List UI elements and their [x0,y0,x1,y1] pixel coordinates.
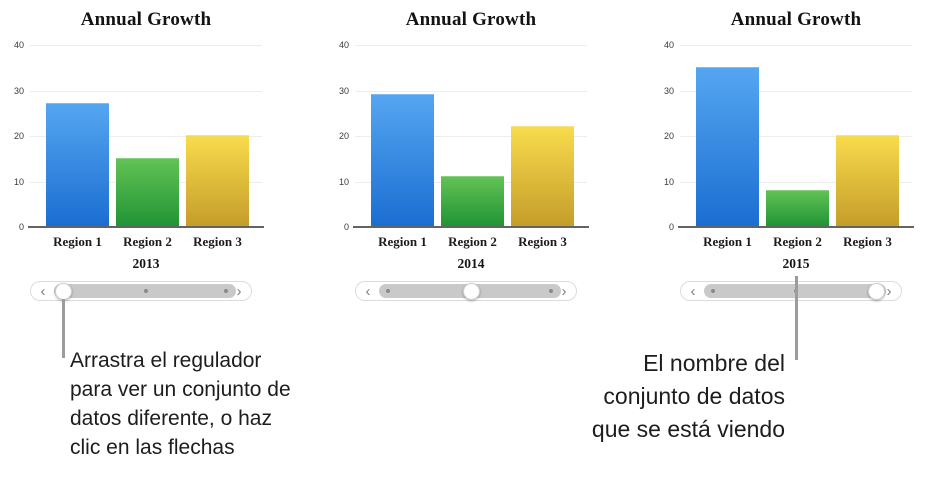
chevron-right-icon: › [561,282,567,300]
gridline [355,45,587,46]
slider-position-dot [549,289,553,293]
y-axis-tick-label: 20 [663,131,674,141]
y-axis-tick-label: 40 [663,40,674,50]
callout-text-line: datos diferente, o haz [70,407,272,430]
chevron-left-icon: ‹ [40,282,46,300]
chart-panel: Annual Growth 0 10 20 30 40 Region 1 Region 2 Re… [0,0,292,312]
x-axis-category-label: Region 3 [518,234,567,249]
y-axis-tick-label: 30 [13,85,24,96]
x-axis-category-label: Region 1 [53,234,102,249]
gridline [355,90,587,92]
callout-text-line: conjunto de datos [603,383,785,409]
y-axis-tick-label: 10 [663,176,674,187]
chart-panel: Annual Growth 0 10 20 30 40 Region 1 Region 2 Re… [325,0,617,312]
y-axis-tick-label: 0 [668,222,674,232]
x-axis-baseline [678,226,914,228]
bar-region-1[interactable] [46,103,109,226]
gridline [30,90,262,92]
plot-area [353,45,589,228]
dataset-name-label: 2014 [457,256,485,271]
callout-text-line: Arrastra el regulador [70,349,262,372]
x-axis-category-label: Region 3 [193,234,242,249]
slider-callout-connector-line [61,299,65,358]
dataset-callout-text: El nombre del conjunto de datos que se e… [535,347,785,446]
x-axis-category-label: Region 2 [448,234,497,249]
slider-thumb[interactable] [462,282,480,300]
y-axis-tick-label: 40 [338,40,349,50]
y-axis-tick-label: 10 [338,176,349,187]
slider-thumb[interactable] [867,282,885,300]
callout-text-line: El nombre del [643,350,785,376]
y-axis-tick-label: 40 [13,40,24,50]
slider-thumb[interactable] [54,282,72,300]
x-axis-category-label: Region 2 [123,234,172,249]
slider-prev-button[interactable]: ‹ [32,282,54,300]
x-axis-baseline [28,226,264,228]
x-axis-category-label: Region 1 [703,234,752,249]
dataset-slider[interactable]: ‹ › [30,281,252,301]
dataset-slider[interactable]: ‹ › [355,281,577,301]
gridline [680,90,912,92]
y-axis-tick-label: 0 [343,222,349,232]
x-axis-category-label: Region 1 [378,234,427,249]
chevron-right-icon: › [236,282,242,300]
slider-callout-text: Arrastra el regulador para ver un conjun… [70,346,291,462]
plot-area [678,45,914,228]
gridline [680,45,912,46]
dataset-callout-connector-line [794,276,798,360]
y-axis-tick-label: 30 [663,85,674,96]
gridline [680,181,912,183]
slider-next-button[interactable]: › [228,282,250,300]
bar-region-1[interactable] [371,94,434,226]
dataset-name-label: 2013 [132,256,160,271]
bar-region-3[interactable] [186,135,249,226]
gridline [355,136,587,137]
slider-next-button[interactable]: › [878,282,900,300]
chart-title: Annual Growth [80,9,212,30]
chart-title: Annual Growth [730,9,862,30]
chart-title: Annual Growth [405,9,537,30]
dataset-slider[interactable]: ‹ › [680,281,902,301]
chevron-right-icon: › [886,282,892,300]
y-axis-tick-label: 0 [18,222,24,232]
x-axis-category-label: Region 3 [843,234,892,249]
gridline [680,136,912,137]
slider-prev-button[interactable]: ‹ [682,282,704,300]
slider-position-dot [386,289,390,293]
callout-text-line: para ver un conjunto de [70,378,291,401]
callout-text-line: clic en las flechas [70,436,235,459]
slider-position-dot [144,289,148,293]
dataset-name-label: 2015 [782,256,810,271]
bar-region-3[interactable] [511,125,574,226]
bar-region-2[interactable] [766,189,829,226]
plot-area [28,45,264,228]
slider-next-button[interactable]: › [553,282,575,300]
x-axis-baseline [353,226,589,228]
bar-region-2[interactable] [441,175,504,226]
gridline [30,136,262,137]
chart-panel: Annual Growth 0 10 20 30 40 Region 1 Region 2 Re… [650,0,931,312]
slider-position-dot [711,289,715,293]
y-axis-tick-label: 10 [13,176,24,187]
callout-text-line: que se está viendo [591,416,785,442]
slider-prev-button[interactable]: ‹ [357,282,379,300]
y-axis-tick-label: 20 [13,131,24,141]
y-axis-tick-label: 30 [338,85,349,96]
bar-region-2[interactable] [116,157,179,226]
y-axis-tick-label: 20 [338,131,349,141]
chevron-left-icon: ‹ [690,282,696,300]
chevron-left-icon: ‹ [365,282,371,300]
bar-region-1[interactable] [696,66,759,226]
bar-region-3[interactable] [836,135,899,226]
x-axis-category-label: Region 2 [773,234,822,249]
gridline [30,45,262,46]
slider-position-dot [224,289,228,293]
